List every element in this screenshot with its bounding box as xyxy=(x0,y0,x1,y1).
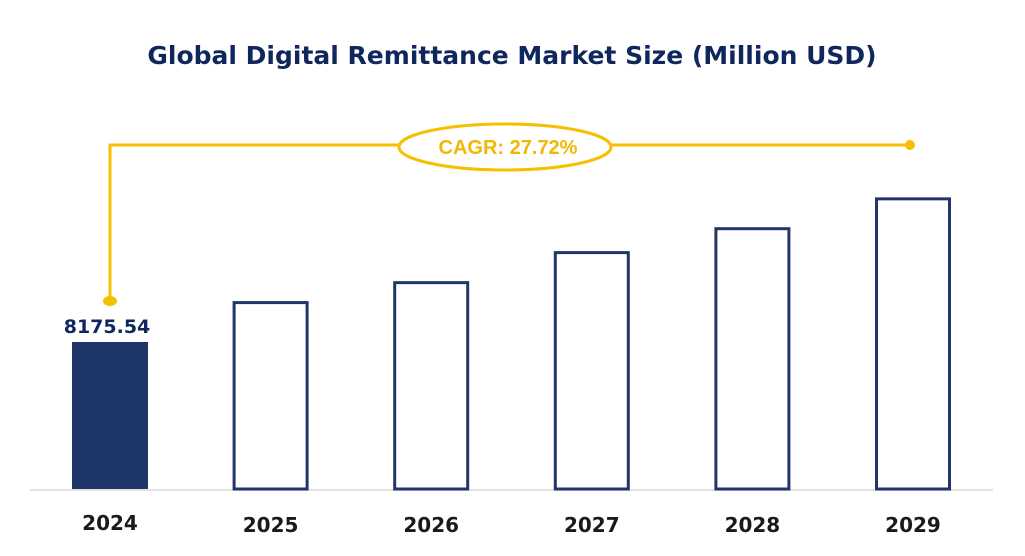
cagr-ellipse xyxy=(397,122,613,172)
x-tick-label: 2024 xyxy=(82,511,138,535)
cagr-label: CAGR: 27.72% xyxy=(439,137,578,159)
x-tick-label: 2028 xyxy=(725,513,781,537)
bar-2024 xyxy=(72,342,148,489)
x-tick-label: 2025 xyxy=(243,513,299,537)
cagr-dot-end xyxy=(905,140,915,150)
bar-2028 xyxy=(714,227,791,491)
bar-2025 xyxy=(232,301,309,491)
bar-2026 xyxy=(393,281,470,491)
x-tick-label: 2029 xyxy=(885,513,941,537)
cagr-connector-line xyxy=(108,143,910,301)
bar-2027 xyxy=(553,251,630,491)
bar-2029 xyxy=(875,197,951,491)
x-tick-label: 2027 xyxy=(564,513,620,537)
x-tick-label: 2026 xyxy=(403,513,459,537)
data-label: 8175.54 xyxy=(64,316,151,338)
chart-title: Global Digital Remittance Market Size (M… xyxy=(147,41,876,70)
cagr-dot-start xyxy=(103,296,117,306)
cagr-annotation: CAGR: 27.72% xyxy=(103,122,915,306)
